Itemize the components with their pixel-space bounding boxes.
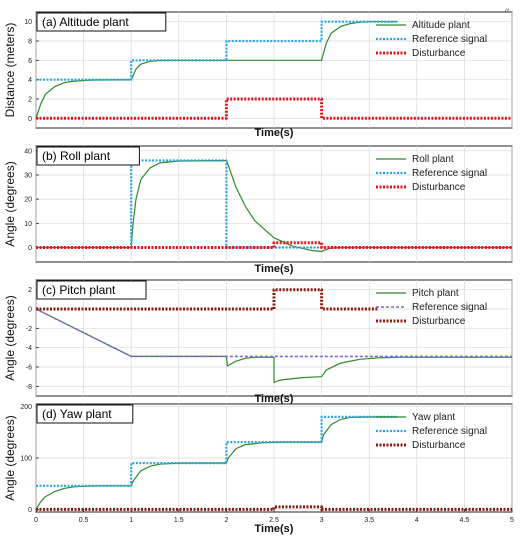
panel-4-xlabel: Time(s) bbox=[255, 523, 294, 535]
panel-4-title: (d) Yaw plant bbox=[42, 407, 112, 421]
panel-3-legend-label-3: Disturbance bbox=[412, 316, 466, 327]
panel-4-xtick-label: 1 bbox=[129, 517, 133, 524]
panel-4-xtick-label: 0 bbox=[34, 517, 38, 524]
panel-2-title-box bbox=[36, 146, 140, 166]
panel-4-xtick-label: 3 bbox=[320, 517, 324, 524]
panel-3-title-box bbox=[36, 280, 147, 300]
panel-4-title-box bbox=[36, 404, 134, 424]
panel-4-xtick-label: 4.5 bbox=[460, 517, 470, 524]
panel-2-ytick-label: 0 bbox=[28, 245, 32, 252]
panel-3-ytick-label: -4 bbox=[26, 345, 32, 352]
panel-3-ytick-label: 2 bbox=[28, 287, 32, 294]
panel-4-series-3-line bbox=[36, 505, 512, 511]
panel-1-series-2-line bbox=[36, 20, 398, 81]
panel-3-series-3-line bbox=[36, 288, 379, 311]
panel-2-legend-label-3: Disturbance bbox=[412, 182, 466, 193]
panel-4-ytick-label: 100 bbox=[20, 456, 32, 463]
panel-1-ytick-label: 10 bbox=[24, 19, 32, 26]
panel-3-ytick-label: -2 bbox=[26, 326, 32, 333]
panel-1-ylabel: Distance (meters) bbox=[3, 23, 17, 118]
panel-1-legend-label-1: Altitude plant bbox=[412, 20, 470, 31]
panel-3-ytick-label: -6 bbox=[26, 365, 32, 372]
panel-4-ylabel: Angle (degrees) bbox=[3, 415, 17, 500]
panel-4-ytick-label: 0 bbox=[28, 507, 32, 514]
panel-4-xtick-label: 4 bbox=[415, 517, 419, 524]
panel-1-ytick-label: 6 bbox=[28, 58, 32, 65]
panel-2-legend-label-2: Reference signal bbox=[412, 168, 487, 179]
panel-3-xlabel: Time(s) bbox=[255, 393, 294, 405]
panel-3-series-2-line bbox=[35, 308, 512, 358]
panel-2-ytick-label: 30 bbox=[24, 173, 32, 180]
panel-2-legend-label-1: Roll plant bbox=[412, 154, 454, 165]
panel-4-xtick-label: 2.5 bbox=[269, 517, 279, 524]
panel-4-legend-label-2: Reference signal bbox=[412, 426, 487, 437]
panel-1-legend-label-3: Disturbance bbox=[412, 48, 466, 59]
panel-2-ytick-label: 20 bbox=[24, 197, 32, 204]
panel-4-xtick-label: 5 bbox=[510, 517, 514, 524]
panel-4-series-2-line bbox=[36, 415, 398, 487]
panel-1-ytick-label: 0 bbox=[28, 116, 32, 123]
panel-3-ytick-label: 0 bbox=[28, 307, 32, 314]
panel-4-legend-label-1: Yaw plant bbox=[412, 412, 455, 423]
panel-3-legend-label-2: Reference signal bbox=[412, 302, 487, 313]
panel-2-ytick-label: 10 bbox=[24, 221, 32, 228]
panel-1-ytick-label: 2 bbox=[28, 97, 32, 104]
panel-2-ytick-label: 40 bbox=[24, 148, 32, 155]
panel-4-ytick-label: 200 bbox=[20, 404, 32, 411]
panel-2-ylabel: Angle (degrees) bbox=[3, 161, 17, 246]
panel-1-ytick-label: 4 bbox=[28, 77, 32, 84]
panel-1-title-box bbox=[36, 12, 167, 32]
panel-1-xlabel: Time(s) bbox=[255, 127, 294, 139]
panel-4-xtick-label: 1.5 bbox=[174, 517, 184, 524]
panel-3-title: (c) Pitch plant bbox=[42, 283, 116, 297]
panel-4-xtick-label: 2 bbox=[224, 517, 228, 524]
panel-2-title: (b) Roll plant bbox=[42, 149, 111, 163]
panel-1-title: (a) Altitude plant bbox=[42, 15, 129, 29]
panel-3-series-1-line bbox=[35, 308, 512, 384]
panel-4-legend-label-3: Disturbance bbox=[412, 440, 466, 451]
panel-1-series-3-line bbox=[36, 97, 512, 120]
panel-4-xtick-label: 0.5 bbox=[79, 517, 89, 524]
panel-4-xtick-label: 3.5 bbox=[364, 517, 374, 524]
panel-3-legend-label-1: Pitch plant bbox=[412, 288, 459, 299]
panel-1-legend-label-2: Reference signal bbox=[412, 34, 487, 45]
panel-2-series-3-line bbox=[36, 241, 512, 249]
panel-1-ytick-label: 8 bbox=[28, 39, 32, 46]
panel-3-ylabel: Angle (degrees) bbox=[3, 295, 17, 380]
panel-2-xlabel: Time(s) bbox=[255, 263, 294, 275]
panel-3-ytick-label: -8 bbox=[26, 384, 32, 391]
